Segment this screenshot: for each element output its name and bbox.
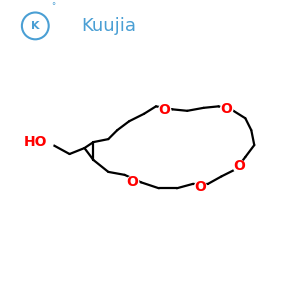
Text: K: K (31, 21, 40, 31)
Text: Kuujia: Kuujia (82, 17, 136, 35)
Text: O: O (158, 103, 170, 117)
Text: O: O (126, 175, 138, 189)
Text: O: O (194, 180, 206, 194)
Text: HO: HO (23, 135, 47, 149)
Text: O: O (233, 159, 245, 173)
Text: °: ° (52, 2, 56, 11)
Text: O: O (220, 102, 232, 116)
